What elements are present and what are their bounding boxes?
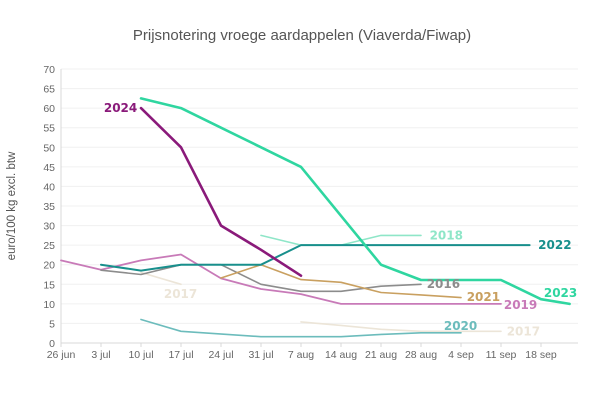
y-tick-label: 30 [43,221,55,233]
y-tick-label: 45 [43,162,55,174]
series-label-2021: 2021 [467,290,500,304]
series-label-2018: 2018 [430,228,463,242]
x-tick-label: 11 sep [486,349,517,361]
x-tick-label: 10 jul [128,349,153,361]
y-tick-label: 20 [43,260,55,272]
series-line-2024 [139,106,303,278]
x-tick-label: 18 sep [525,349,557,361]
y-tick-label: 70 [43,64,55,76]
y-axis-ticks: 0 5 10 15 20 25 30 35 40 45 50 55 60 65 70 [43,64,55,350]
x-tick-label: 4 sep [448,349,474,361]
y-tick-label: 25 [43,240,55,252]
x-tick-label: 21 aug [365,349,397,361]
y-tick-label: 65 [43,84,55,96]
x-tick-label: 26 jun [47,349,76,361]
series-label-2024: 2024 [104,101,137,115]
y-tick-label: 60 [43,103,55,115]
y-tick-label: 0 [49,338,55,350]
series-label-2022: 2022 [538,238,571,252]
chart-title: Prijsnotering vroege aardappelen (Viaver… [133,27,471,44]
series-label-2017: 2017 [507,324,540,338]
y-tick-label: 35 [43,201,55,213]
series-labels: 2017 2017 2020 2019 2016 2021 2018 2022 2024 2023 [104,101,577,338]
x-tick-label: 31 jul [248,349,273,361]
series-line-2017 [140,271,182,286]
x-tick-label: 28 aug [405,349,437,361]
y-tick-label: 50 [43,142,55,154]
series-line-2016 [100,263,422,293]
x-axis-ticks: 26 jun 3 jul 10 jul 17 jul 24 jul 31 jul 7 aug… [47,343,557,361]
y-axis-label: euro/100 kg excl. btw [6,151,18,260]
series-label-2017: 2017 [164,287,197,301]
x-tick-label: 17 jul [168,349,193,361]
series-line-2017 [300,321,502,333]
series-line-2019 [60,253,502,305]
series-lines [60,97,571,338]
series-label-2019: 2019 [504,298,537,312]
y-tick-label: 40 [43,181,55,193]
series-line-2022 [100,244,531,272]
y-tick-label: 5 [49,318,55,330]
series-label-2020: 2020 [444,319,477,333]
series-label-2016: 2016 [427,277,460,291]
series-line-2018 [260,234,422,246]
y-tick-label: 55 [43,123,55,135]
gridlines [61,68,578,324]
x-tick-label: 3 jul [91,349,110,361]
x-tick-label: 14 aug [325,349,357,361]
series-line-2023 [139,97,571,306]
x-tick-label: 24 jul [208,349,233,361]
x-tick-label: 7 aug [288,349,314,361]
y-tick-label: 10 [43,299,55,311]
series-label-2023: 2023 [544,286,577,300]
y-tick-label: 15 [43,279,55,291]
series-line-2020 [140,318,462,338]
